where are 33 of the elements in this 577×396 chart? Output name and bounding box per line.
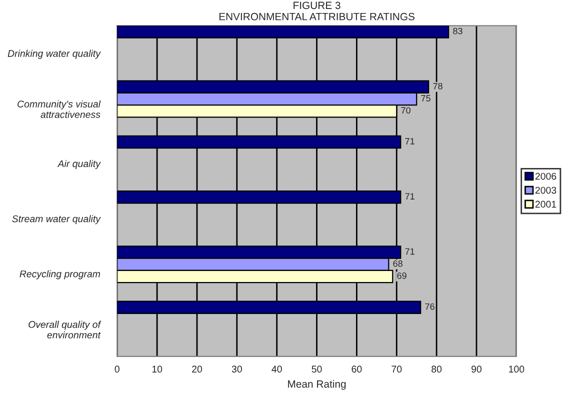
- x-tick-label: 90: [472, 366, 482, 373]
- x-tick-label: 30: [232, 366, 242, 373]
- data-label: 83: [453, 28, 462, 34]
- x-tick-label: 20: [192, 366, 202, 373]
- y-tick-label: Recycling program: [20, 270, 100, 280]
- y-tick-label: Air quality: [57, 160, 101, 170]
- data-label: 71: [405, 138, 414, 144]
- y-tick-label: Community's visual attractiveness: [18, 100, 101, 118]
- x-axis-title: Mean Rating: [288, 380, 346, 390]
- x-tick-label: 40: [272, 366, 282, 373]
- x-tick-label: 100: [509, 366, 524, 373]
- data-label: 69: [397, 272, 406, 279]
- y-tick-label: Drinking water quality: [8, 50, 101, 59]
- legend-label: 2003: [535, 186, 556, 194]
- y-tick-label: Overall quality of environment: [28, 320, 102, 338]
- data-label: 76: [425, 303, 434, 310]
- chart-title: FIGURE 3: [294, 2, 340, 10]
- data-label: 78: [433, 82, 442, 90]
- x-tick-label: 50: [312, 366, 322, 373]
- chart-subtitle: ENVIRONMENTAL ATTRIBUTE RATINGS: [219, 12, 414, 20]
- x-tick-label: 60: [352, 366, 362, 373]
- data-label: 70: [401, 107, 410, 114]
- data-label: 75: [421, 95, 430, 102]
- data-label: 71: [405, 193, 414, 200]
- data-label: 71: [405, 248, 414, 255]
- data-label: 68: [393, 260, 402, 267]
- x-tick-label: 0: [114, 366, 120, 373]
- legend-label: 2006: [535, 172, 556, 180]
- x-tick-label: 80: [432, 366, 442, 373]
- x-tick-label: 10: [152, 366, 162, 373]
- x-tick-label: 70: [392, 366, 402, 373]
- legend-label: 2001: [535, 200, 556, 208]
- y-tick-label: Stream water quality: [12, 215, 101, 224]
